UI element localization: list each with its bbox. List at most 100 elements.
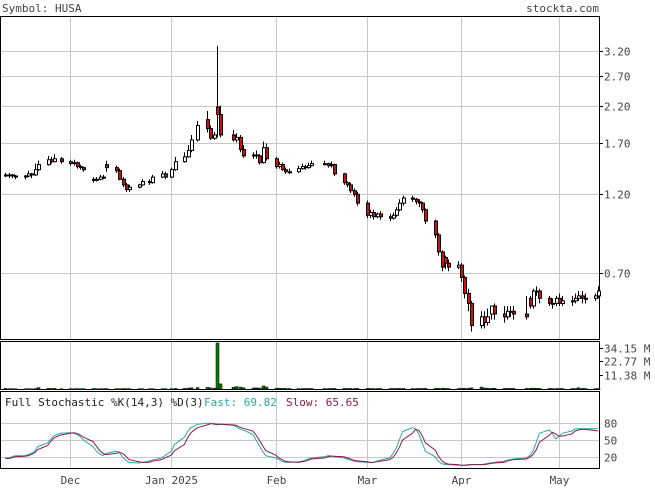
volume-tick-label: 34.15 M (604, 343, 651, 356)
candle-down (118, 170, 122, 180)
volume-bar (375, 388, 380, 390)
candle-down (372, 212, 376, 218)
candle-down (242, 148, 246, 157)
stochastic-tick-label: 50 (604, 435, 617, 448)
candle-down (548, 297, 552, 304)
x-tick-label: Feb (267, 474, 287, 486)
volume-bar (212, 387, 217, 390)
candle-up (392, 214, 396, 219)
price-tick-label: 1.70 (604, 138, 631, 151)
candle-down (60, 158, 64, 163)
grid-lines (1, 17, 603, 468)
volume-bar (7, 388, 12, 390)
volume-bar (114, 388, 119, 390)
volume-bar (401, 388, 406, 390)
volume-bar (241, 387, 246, 390)
volume-bar (550, 388, 555, 390)
volume-bar (150, 388, 155, 390)
price-panel-frame (0, 16, 600, 340)
volume-bar (49, 388, 54, 390)
candle-down (366, 202, 370, 216)
volume-bar (348, 388, 353, 390)
volume-bar (446, 388, 451, 390)
candle-up (594, 295, 598, 299)
candle-down (333, 164, 337, 175)
volume-bar (309, 388, 314, 390)
volume-bar (208, 387, 213, 390)
candle-up (561, 300, 565, 304)
volume-bar (576, 387, 581, 390)
volume-bar (29, 388, 34, 391)
volume-bar (580, 388, 585, 390)
volume-bar (46, 388, 51, 390)
candle-up (53, 158, 57, 163)
candle-down (447, 262, 451, 268)
candle-down (69, 161, 73, 165)
volume-bar (283, 388, 288, 390)
candle-down (379, 213, 383, 218)
candle-down (281, 164, 285, 171)
volume-bar (583, 388, 588, 390)
candle-up (310, 163, 314, 167)
volume-bar (218, 383, 223, 390)
candle-up (174, 161, 178, 171)
candle-up (128, 186, 132, 191)
volume-bar (127, 388, 132, 390)
volume-bar (462, 388, 467, 390)
volume-bar (397, 388, 402, 390)
volume-bar (479, 386, 484, 390)
candle-down (14, 175, 18, 178)
volume-bar (547, 388, 552, 390)
volume-bar (277, 388, 282, 390)
candle-up (323, 163, 327, 166)
volume-bar (326, 388, 331, 390)
volume-bar (388, 388, 393, 390)
volume-bar (593, 388, 598, 390)
candle-down (437, 234, 441, 253)
candle-up (141, 180, 145, 186)
volume-bar (573, 388, 578, 390)
candle-down (258, 155, 262, 164)
candle-down (470, 302, 474, 327)
candle-down (415, 198, 419, 203)
candle-up (574, 297, 578, 302)
volume-bar (182, 388, 187, 390)
volume-bar (534, 388, 539, 390)
volume-bar (231, 386, 236, 390)
candle-down (460, 264, 464, 279)
candle-up (138, 184, 142, 188)
volume-bar (160, 388, 165, 390)
candle-up (597, 290, 601, 297)
volume-tick-label: 22.77 M (604, 356, 651, 369)
volume-bar (489, 388, 494, 390)
candle-down (164, 173, 168, 178)
volume-bar (78, 388, 83, 390)
volume-bar (104, 388, 109, 390)
price-tick-label: 2.20 (604, 101, 631, 114)
candle-down (206, 119, 210, 130)
volume-bar (147, 388, 152, 391)
volume-bar (440, 387, 445, 390)
volume-bar (528, 388, 533, 390)
volume-bar (332, 388, 337, 390)
volume-bar (502, 388, 507, 390)
candle-down (115, 167, 119, 172)
candle-up (34, 169, 38, 176)
volume-bar (72, 388, 77, 390)
stochastic-tick-label: 80 (604, 418, 617, 431)
volume-bar (329, 388, 334, 390)
volume-bar (205, 387, 210, 390)
candle-up (486, 316, 490, 324)
volume-bar (482, 387, 487, 390)
candle-down (343, 173, 347, 184)
volume-bar (137, 388, 142, 390)
volume-bar (524, 388, 529, 390)
volume-bar (121, 388, 126, 390)
candle-down (82, 167, 86, 171)
candle-up (532, 290, 536, 307)
candle-down (424, 209, 428, 222)
price-tick-label: 2.70 (604, 71, 631, 84)
volume-bar (537, 388, 542, 390)
volume-bar (420, 388, 425, 390)
candle-down (581, 295, 585, 299)
